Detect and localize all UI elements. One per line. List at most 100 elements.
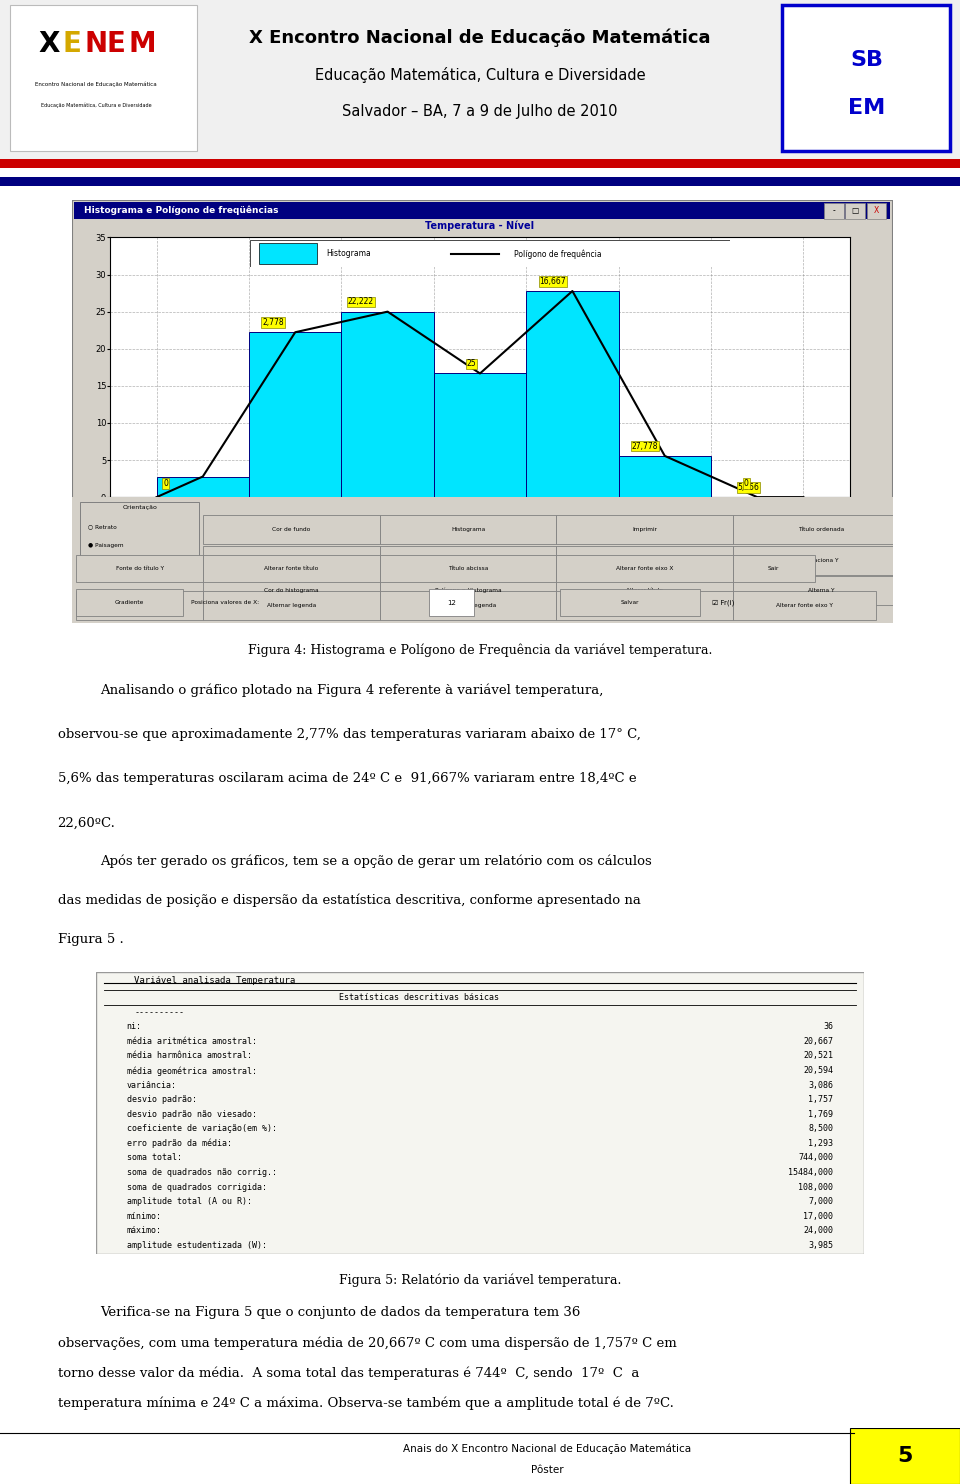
Text: temperatura mínima e 24º C a máxima. Observa-se também que a amplitude total é d: temperatura mínima e 24º C a máxima. Obs… [58,1396,674,1410]
Text: Imprimir: Imprimir [632,527,657,533]
Bar [867,203,886,218]
Text: 22,222: 22,222 [348,297,374,306]
Text: Área de transferência: Área de transferência [612,558,677,562]
Text: média aritmética amostral:: média aritmética amostral: [127,1037,256,1046]
Text: EM: EM [849,98,885,117]
Bar [782,4,950,151]
Text: Alternar legenda: Alternar legenda [267,603,316,608]
FancyBboxPatch shape [556,546,732,574]
Text: Posição da legenda: Posição da legenda [440,603,496,608]
FancyBboxPatch shape [556,576,732,605]
Text: Título abcissa: Título abcissa [448,565,489,571]
FancyBboxPatch shape [380,555,556,582]
FancyBboxPatch shape [76,589,182,616]
Text: 22,60ºC.: 22,60ºC. [58,816,115,830]
Text: □: □ [852,206,858,215]
Text: Verifica-se na Figura 5 que o conjunto de dados da temperatura tem 36: Verifica-se na Figura 5 que o conjunto d… [100,1306,580,1319]
Text: mínimo:: mínimo: [127,1211,161,1221]
FancyBboxPatch shape [732,546,909,574]
Text: Salvar: Salvar [621,600,639,605]
Text: 1,293: 1,293 [808,1138,833,1147]
Text: ni:: ni: [127,1022,142,1031]
Text: X: X [874,206,879,215]
Text: Posiciona valores de X:: Posiciona valores de X: [191,600,259,605]
Text: ● Paisagem: ● Paisagem [88,543,124,548]
Text: das medidas de posição e dispersão da estatística descritiva, conforme apresenta: das medidas de posição e dispersão da es… [58,893,640,907]
FancyBboxPatch shape [204,576,380,605]
FancyBboxPatch shape [380,515,556,545]
Text: Figura 5 .: Figura 5 . [58,933,123,947]
Text: variância:: variância: [127,1080,177,1089]
Text: Polígono e Histograma: Polígono e Histograma [435,588,501,594]
Bar [0,159,960,168]
Text: 0: 0 [744,479,749,488]
X-axis label: Classes: Classes [463,516,497,525]
Text: 25: 25 [467,359,476,368]
Text: amplitude total (A ou R):: amplitude total (A ou R): [127,1198,252,1206]
Text: 36: 36 [824,1022,833,1031]
Text: M: M [129,31,156,58]
Text: 12: 12 [447,600,456,605]
Text: soma de quadrados corrigida:: soma de quadrados corrigida: [127,1183,267,1192]
FancyBboxPatch shape [204,555,380,582]
Text: ○ Retrato: ○ Retrato [88,524,117,528]
Text: X Encontro Nacional de Educação Matemática: X Encontro Nacional de Educação Matemáti… [250,28,710,47]
Text: Alterna Y: Alterna Y [807,588,834,594]
Text: coeficiente de variação(em %):: coeficiente de variação(em %): [127,1125,276,1134]
Text: 16,667: 16,667 [540,278,566,286]
Bar [342,312,434,497]
Text: 24,000: 24,000 [804,1226,833,1235]
Text: Encontro Nacional de Educação Matemática: Encontro Nacional de Educação Matemática [36,82,156,88]
FancyBboxPatch shape [556,555,732,582]
Text: -: - [832,206,835,215]
Bar [259,243,317,264]
FancyBboxPatch shape [732,576,909,605]
Text: 15484,000: 15484,000 [788,1168,833,1177]
Text: Após ter gerado os gráficos, tem se a opção de gerar um relatório com os cálculo: Após ter gerado os gráficos, tem se a op… [100,855,652,868]
Text: 1,769: 1,769 [808,1110,833,1119]
Text: 20,594: 20,594 [804,1066,833,1074]
Text: N: N [84,31,108,58]
Text: Polígono: Polígono [456,558,480,562]
Text: Rotaciona Y: Rotaciona Y [804,558,838,562]
Text: Sair: Sair [768,565,780,571]
Text: E: E [107,31,126,58]
FancyBboxPatch shape [556,591,732,620]
Text: Orientação: Orientação [123,505,157,509]
Bar [10,4,197,151]
Bar [75,202,890,220]
Text: 3,985: 3,985 [808,1241,833,1250]
Bar [434,374,526,497]
Bar [0,168,960,177]
Text: média harmônica amostral:: média harmônica amostral: [127,1052,252,1061]
Text: Analisando o gráfico plotado na Figura 4 referente à variável temperatura,: Analisando o gráfico plotado na Figura 4… [100,684,603,697]
Text: torno desse valor da média.  A soma total das temperaturas é 744º  C, sendo  17º: torno desse valor da média. A soma total… [58,1367,639,1380]
Text: máximo:: máximo: [127,1226,161,1235]
Text: observações, com uma temperatura média de 20,667º C com uma dispersão de 1,757º : observações, com uma temperatura média d… [58,1336,677,1349]
FancyBboxPatch shape [561,589,700,616]
Bar [429,589,474,616]
Text: observou-se que aproximadamente 2,77% das temperaturas variaram abaixo de 17° C,: observou-se que aproximadamente 2,77% da… [58,729,640,741]
Text: soma total:: soma total: [127,1153,181,1162]
Text: Gradiente: Gradiente [115,600,144,605]
Text: Educação Matemática, Cultura e Diversidade: Educação Matemática, Cultura e Diversida… [40,102,152,107]
Text: 108,000: 108,000 [799,1183,833,1192]
Text: 20,521: 20,521 [804,1052,833,1061]
FancyBboxPatch shape [380,576,556,605]
Text: 17,000: 17,000 [804,1211,833,1221]
Text: 20,667: 20,667 [804,1037,833,1046]
FancyBboxPatch shape [732,515,909,545]
Text: Polígono de frequência: Polígono de frequência [514,249,601,258]
Text: 2,778: 2,778 [262,318,284,326]
Text: Histograma: Histograma [326,249,372,258]
Text: 8,500: 8,500 [808,1125,833,1134]
Text: Alterar título: Alterar título [626,588,663,594]
Bar [156,476,249,497]
Bar [249,332,342,497]
Text: Educação Matemática, Cultura e Diversidade: Educação Matemática, Cultura e Diversida… [315,67,645,83]
Text: soma de quadrados não corrig.:: soma de quadrados não corrig.: [127,1168,276,1177]
Text: ☑ Fr(i): ☑ Fr(i) [712,600,734,605]
Text: desvio padrão não viesado:: desvio padrão não viesado: [127,1110,256,1119]
Text: Título ordenada: Título ordenada [798,527,844,533]
Text: SB: SB [851,50,883,70]
